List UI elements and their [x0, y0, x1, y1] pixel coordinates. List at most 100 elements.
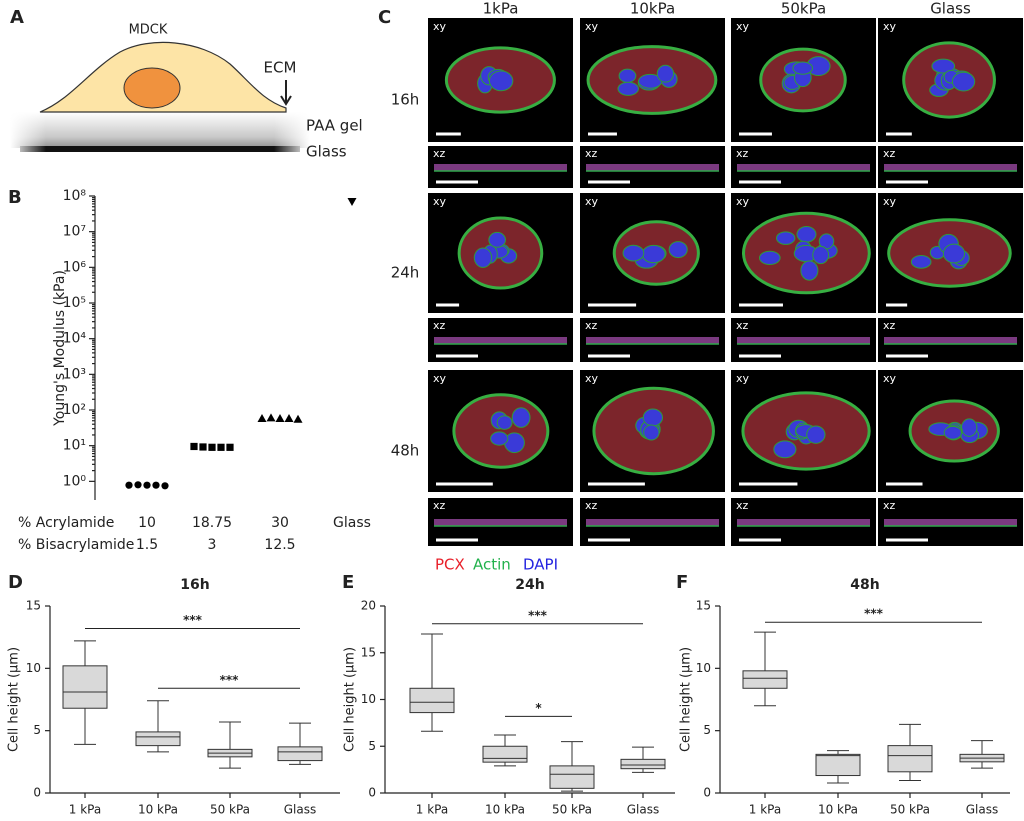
- column-header: Glass: [930, 0, 971, 18]
- x-tick-label: 50 kPa: [210, 803, 250, 817]
- box: [815, 753, 861, 777]
- x-tick-label: 10 kPa: [485, 803, 525, 817]
- x-tick-label: 30: [271, 515, 289, 531]
- box: [887, 745, 933, 773]
- view-label: xz: [883, 147, 896, 160]
- nucleus: [806, 425, 826, 444]
- xz-band: [737, 519, 870, 526]
- xz-band: [737, 337, 870, 344]
- nucleus: [642, 408, 664, 427]
- x-tick-label-2: 1.5: [136, 537, 158, 553]
- nucleus: [490, 431, 509, 446]
- nucleus: [961, 418, 978, 437]
- nucleus: [910, 255, 932, 269]
- row-label: 16h: [391, 91, 420, 109]
- view-label: xy: [585, 20, 599, 33]
- nucleus: [942, 243, 966, 264]
- x-tick-label: 10 kPa: [138, 803, 178, 817]
- point: [257, 413, 267, 422]
- panel-label: D: [8, 572, 23, 593]
- view-label: xy: [883, 372, 897, 385]
- y-axis-label: Cell height (µm): [679, 647, 694, 752]
- box: [62, 665, 108, 709]
- point: [143, 481, 151, 489]
- point: [347, 198, 357, 207]
- y-tick-label: 10⁸: [63, 188, 87, 204]
- micrograph: xy xz: [580, 18, 725, 188]
- nucleus: [775, 231, 796, 245]
- micrograph: xy xz: [428, 18, 573, 188]
- significance-label: ***: [864, 607, 884, 621]
- xz-band: [586, 519, 719, 526]
- micrograph: xy xz: [878, 370, 1023, 546]
- x-tick-label: Glass: [284, 803, 317, 817]
- y-tick-label: 15: [26, 599, 41, 613]
- y-tick-label: 10¹: [63, 438, 86, 454]
- point: [161, 482, 169, 490]
- nucleus: [511, 407, 531, 428]
- nucleus: [656, 64, 675, 83]
- y-tick-label: 10⁶: [63, 259, 87, 275]
- xz-band: [434, 519, 567, 526]
- y-tick-label: 5: [33, 723, 41, 737]
- x-tick-label: Glass: [627, 803, 660, 817]
- panel-label: A: [10, 7, 24, 28]
- y-tick-label: 10²: [63, 402, 86, 418]
- significance-label: ***: [183, 613, 203, 627]
- micrograph: xy xz: [428, 193, 573, 362]
- view-label: xz: [433, 319, 446, 332]
- view-label: xz: [585, 147, 598, 160]
- micrograph: xy xz: [878, 193, 1023, 362]
- x-tick-label: 1 kPa: [749, 803, 781, 817]
- x-tick-label: 1 kPa: [416, 803, 448, 817]
- stain-legend: Actin: [473, 556, 511, 574]
- nucleus: [123, 67, 181, 109]
- point: [190, 442, 198, 451]
- box: [620, 758, 666, 770]
- chart-title: 16h: [180, 577, 209, 593]
- view-label: xy: [585, 195, 599, 208]
- glass-label: Glass: [306, 143, 347, 161]
- column-header: 10kPa: [630, 0, 675, 18]
- box: [482, 745, 528, 763]
- point: [266, 413, 276, 422]
- view-label: xy: [736, 20, 750, 33]
- view-label: xy: [883, 195, 897, 208]
- y-tick-label: 15: [696, 599, 711, 613]
- box: [742, 670, 788, 689]
- box: [135, 731, 181, 747]
- micrograph: xy xz: [580, 193, 725, 362]
- point: [134, 481, 142, 489]
- panel-label: B: [8, 187, 22, 208]
- y-axis-label: Cell height (µm): [7, 647, 22, 752]
- y-tick-label: 0: [703, 786, 711, 800]
- view-label: xy: [736, 372, 750, 385]
- xz-band: [586, 337, 719, 344]
- view-label: xz: [736, 147, 749, 160]
- arrow: [280, 80, 292, 106]
- view-label: xz: [433, 499, 446, 512]
- significance-label: ***: [220, 673, 240, 687]
- row-label: % Bisacrylamide: [18, 537, 134, 553]
- view-label: xz: [736, 499, 749, 512]
- nucleus: [759, 250, 781, 266]
- view-label: xy: [433, 195, 447, 208]
- gel-fade: [10, 112, 310, 154]
- panel-label: F: [676, 572, 688, 593]
- point: [275, 413, 285, 422]
- nucleus: [488, 70, 514, 92]
- chart-title: 48h: [850, 577, 879, 593]
- x-tick-label: 10 kPa: [818, 803, 858, 817]
- point: [217, 443, 225, 451]
- nucleus: [641, 244, 666, 264]
- cell-label: MDCK: [129, 23, 168, 38]
- view-label: xz: [433, 147, 446, 160]
- view-label: xz: [883, 319, 896, 332]
- view-label: xy: [736, 195, 750, 208]
- row-label: % Acrylamide: [18, 515, 114, 531]
- panel-a: A MDCK ECM PAA gel Glass: [10, 7, 363, 161]
- x-tick-label: 18.75: [192, 515, 232, 531]
- view-label: xz: [585, 499, 598, 512]
- y-tick-label: 15: [361, 645, 376, 659]
- y-tick-label: 0: [368, 786, 376, 800]
